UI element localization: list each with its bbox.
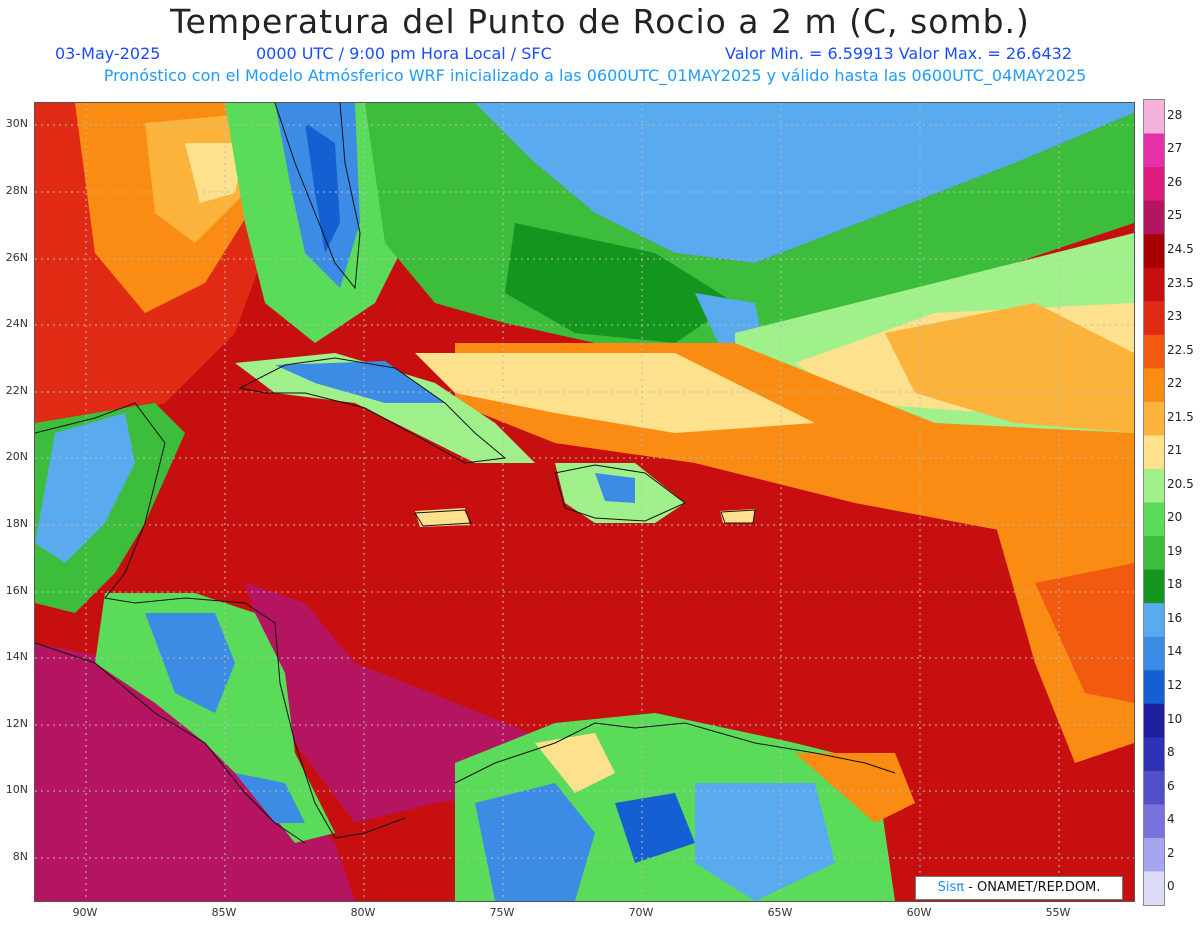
lon-label: 90W xyxy=(72,906,98,919)
legend-label: 20 xyxy=(1167,510,1183,525)
lat-label: 14N xyxy=(5,650,28,663)
lat-label: 8N xyxy=(12,850,28,863)
legend-swatch xyxy=(1144,267,1164,302)
legend-swatch xyxy=(1144,334,1164,369)
legend-swatch xyxy=(1144,301,1164,336)
legend-label: 10 xyxy=(1167,711,1183,726)
jamaica-island xyxy=(415,508,470,527)
lon-label: 55W xyxy=(1045,906,1071,919)
legend-label: 26 xyxy=(1167,174,1183,189)
legend-swatch xyxy=(1144,603,1164,638)
lat-label: 10N xyxy=(5,783,28,796)
lat-label: 28N xyxy=(5,184,28,197)
legend-label: 19 xyxy=(1167,543,1183,558)
lon-label: 60W xyxy=(906,906,932,919)
lon-label: 80W xyxy=(350,906,376,919)
forecast-date: 03-May-2025 xyxy=(55,44,161,63)
credit-box: Sisπ - ONAMET/REP.DOM. xyxy=(915,876,1123,900)
legend-swatch xyxy=(1144,234,1164,269)
legend-swatch xyxy=(1144,167,1164,202)
legend-swatch xyxy=(1144,770,1164,805)
central-america xyxy=(95,593,335,843)
legend-label: 18 xyxy=(1167,577,1183,592)
lon-label: 85W xyxy=(211,906,237,919)
atlantic-ocean-area xyxy=(455,103,1134,263)
pacific-ocean-area xyxy=(35,643,355,901)
legend-label: 25 xyxy=(1167,208,1183,223)
lat-label: 20N xyxy=(5,450,28,463)
model-info: Pronóstico con el Modelo Atmósferico WRF… xyxy=(103,66,1087,85)
lat-label: 26N xyxy=(5,251,28,264)
legend-label: 27 xyxy=(1167,141,1183,156)
legend-swatch xyxy=(1144,569,1164,604)
puerto-rico-island xyxy=(720,509,755,523)
credit-text: - ONAMET/REP.DOM. xyxy=(964,880,1101,895)
color-scale-bar xyxy=(1143,99,1165,906)
legend-label: 28 xyxy=(1167,107,1183,122)
legend-label: 23 xyxy=(1167,309,1183,323)
legend-label: 0 xyxy=(1167,879,1175,894)
legend-swatch xyxy=(1144,368,1164,403)
lon-label: 70W xyxy=(628,906,654,919)
legend-swatch xyxy=(1144,100,1164,135)
legend-swatch xyxy=(1144,133,1164,168)
min-max-values: Valor Min. = 6.59913 Valor Max. = 26.643… xyxy=(725,44,1073,63)
lat-label: 18N xyxy=(5,517,28,530)
legend-label: 22.5 xyxy=(1167,342,1194,357)
legend-label: 22 xyxy=(1167,376,1183,391)
coastlines xyxy=(35,103,896,844)
legend-label: 21 xyxy=(1167,443,1183,458)
legend-swatch xyxy=(1144,435,1164,470)
legend-swatch xyxy=(1144,837,1164,872)
legend-swatch xyxy=(1144,871,1164,906)
chart-title: Temperatura del Punto de Rocio a 2 m (C,… xyxy=(170,2,1030,41)
lon-label: 65W xyxy=(767,906,793,919)
legend-swatch xyxy=(1144,468,1164,503)
lat-label: 24N xyxy=(5,317,28,330)
legend-label: 6 xyxy=(1167,778,1175,793)
legend-label: 2 xyxy=(1167,845,1175,860)
lat-label: 16N xyxy=(5,584,28,597)
legend-label: 8 xyxy=(1167,745,1175,760)
lat-label: 22N xyxy=(5,384,28,397)
legend-label: 21.5 xyxy=(1167,409,1194,424)
legend-swatch xyxy=(1144,737,1164,772)
legend-label: 14 xyxy=(1167,644,1183,659)
legend-swatch xyxy=(1144,804,1164,839)
legend-label: 4 xyxy=(1167,812,1175,827)
dewpoint-map xyxy=(34,102,1135,902)
legend-swatch xyxy=(1144,670,1164,705)
legend-label: 20.5 xyxy=(1167,476,1194,491)
time-info: 0000 UTC / 9:00 pm Hora Local / SFC xyxy=(256,44,552,63)
legend-label: 23.5 xyxy=(1167,275,1194,290)
lat-label: 12N xyxy=(5,717,28,730)
sispi-logo: Sisπ xyxy=(937,880,965,895)
legend-swatch xyxy=(1144,401,1164,436)
legend-swatch xyxy=(1144,703,1164,738)
lat-label: 30N xyxy=(5,117,28,130)
lat-lon-grid xyxy=(35,103,1134,901)
lon-label: 75W xyxy=(489,906,515,919)
legend-label: 12 xyxy=(1167,678,1183,692)
legend-swatch xyxy=(1144,502,1164,537)
legend-swatch xyxy=(1144,636,1164,671)
legend-swatch xyxy=(1144,536,1164,571)
legend-swatch xyxy=(1144,200,1164,235)
legend-label: 16 xyxy=(1167,610,1183,625)
legend-label: 24.5 xyxy=(1167,241,1194,256)
